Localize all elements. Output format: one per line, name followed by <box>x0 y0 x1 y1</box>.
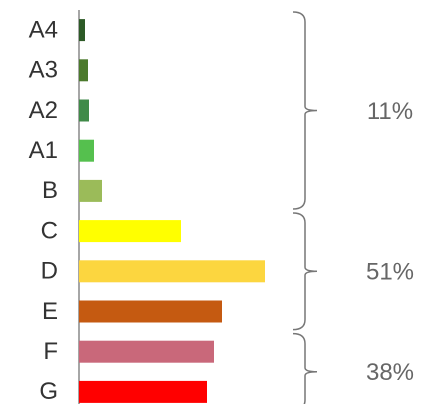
bracket <box>292 212 318 331</box>
bar <box>79 19 85 42</box>
bar <box>79 340 214 363</box>
bar <box>79 139 94 162</box>
bracket <box>292 332 318 404</box>
group-percentage: 51% <box>366 259 414 286</box>
category-label: E <box>42 298 58 325</box>
bar <box>79 260 265 283</box>
bar <box>79 179 102 202</box>
bar <box>79 220 181 243</box>
group-percentage: 38% <box>366 359 414 386</box>
category-label: F <box>43 338 58 365</box>
category-label: A3 <box>29 57 58 84</box>
category-label: A2 <box>29 97 58 124</box>
bracket <box>292 11 318 210</box>
category-label: C <box>41 217 58 244</box>
group-percentage: 11% <box>367 98 413 125</box>
category-label: A1 <box>29 137 58 164</box>
bar <box>79 380 207 403</box>
category-label: D <box>41 258 58 285</box>
category-label: G <box>39 378 58 404</box>
bar <box>79 300 222 323</box>
category-label: B <box>42 177 58 204</box>
bar <box>79 99 89 122</box>
bar <box>79 59 88 82</box>
category-label: A4 <box>29 16 58 43</box>
